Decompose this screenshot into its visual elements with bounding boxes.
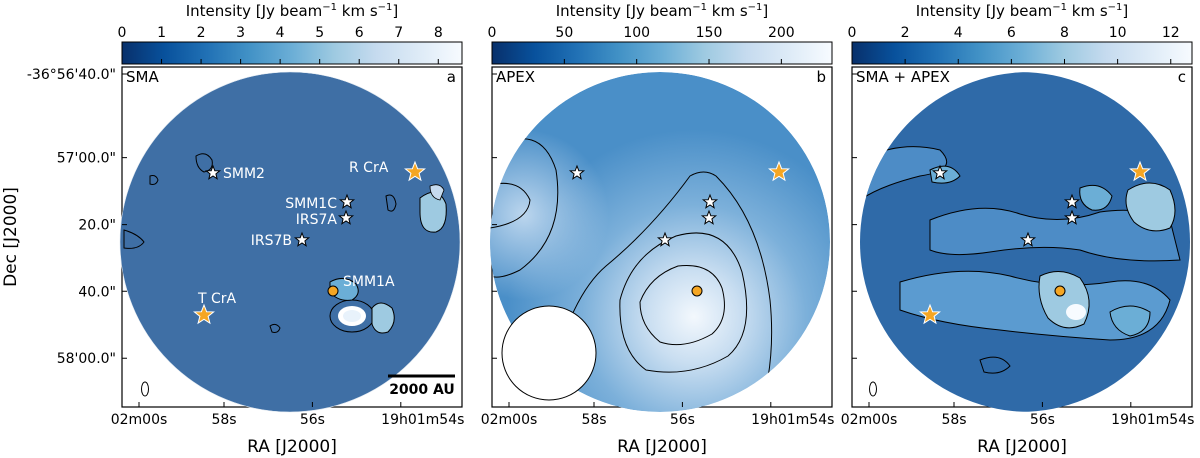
label-irs7b: IRS7B (251, 233, 292, 249)
star-marker-b-2 (768, 160, 790, 182)
y-tick-label: 58'00.0" (57, 351, 116, 367)
panel-c: 0 2 4 6 8 10 12 Intensity [Jy beam−1 km s−1] S… (848, 2, 1193, 412)
x-tick-label: 58s (211, 412, 236, 428)
colorbar-a-ticks: 0 1 2 3 4 5 6 7 8 (118, 25, 443, 64)
x-axis-label-b: RA [J2000] (617, 437, 707, 457)
colorbar-b-ticks: 0 50 100 150 200 (488, 25, 795, 64)
y-tick-label: 40.0" (78, 284, 116, 300)
colorbar-c-label: Intensity [Jy beam−1 km s−1] (916, 2, 1129, 20)
panel-b: 0 50 100 150 200 Intensity [Jy beam−1 km s−1… (488, 2, 833, 412)
circle-marker-c (1054, 285, 1066, 297)
star-marker-tcra (193, 303, 215, 325)
y-tick-label: 20.0" (78, 218, 116, 234)
label-smm1a: SMM1A (343, 274, 395, 290)
colorbar-tick-label: 7 (394, 25, 403, 41)
colorbar-tick-label: 200 (768, 25, 795, 41)
colorbar-tick-label: 6 (355, 25, 364, 41)
colorbar-tick-label: 8 (1060, 25, 1069, 41)
circle-marker-smm1a (327, 285, 339, 297)
y-tick-label: 57'00.0" (57, 151, 116, 167)
panel-c-sources (919, 160, 1151, 325)
star-marker-c-2 (1129, 160, 1151, 182)
star-marker-irs7b (293, 231, 311, 247)
colorbar-tick-label: 2 (197, 25, 206, 41)
colorbar-b-label: Intensity [Jy beam−1 km s−1] (556, 2, 769, 20)
x-tick-label: 58s (941, 412, 966, 428)
colorbar-c-ticks: 0 2 4 6 8 10 12 (848, 25, 1180, 64)
x-tick-label: 56s (670, 412, 695, 428)
panel-a-sources: SMM2 R CrA SMM1C IRS7A IRS7B T CrA SMM1A (193, 160, 426, 325)
label-tcra: T CrA (197, 291, 237, 307)
y-tick-label: -36°56'40.0" (27, 67, 116, 83)
star-marker-irs7a (337, 209, 355, 225)
x-tick-label: 02m00s (481, 412, 538, 428)
colorbar-tick-label: 50 (555, 25, 573, 41)
scale-bar-label: 2000 AU (389, 382, 455, 398)
colorbar-tick-label: 4 (276, 25, 285, 41)
x-tick-label: 02m00s (841, 412, 898, 428)
colorbar-tick-label: 100 (623, 25, 650, 41)
label-irs7a: IRS7A (296, 212, 338, 228)
beam-c (869, 381, 877, 397)
star-marker-b-5 (656, 231, 674, 247)
colorbar-tick-label: 5 (315, 25, 324, 41)
colorbar-b (491, 41, 833, 65)
colorbar-tick-label: 4 (954, 25, 963, 41)
colorbar-tick-label: 12 (1162, 25, 1180, 41)
star-marker-b-1 (568, 164, 586, 180)
axis-ticks: 02m00s 58s 56s 19h01m54s 02m00s 58s 56s 19h01m5… (27, 67, 1195, 428)
panel-b-sources (568, 160, 790, 297)
x-tick-label: 58s (581, 412, 606, 428)
colorbar-tick-label: 150 (696, 25, 723, 41)
panel-b-letter: b (816, 68, 826, 86)
colorbar-tick-label: 6 (1007, 25, 1016, 41)
x-tick-label: 19h01m54s (1111, 412, 1194, 428)
colorbar-tick-label: 8 (434, 25, 443, 41)
star-marker-b-3 (701, 193, 719, 209)
x-tick-label: 19h01m54s (381, 412, 464, 428)
x-axis-label-c: RA [J2000] (977, 437, 1067, 457)
colorbar-tick-label: 2 (901, 25, 910, 41)
label-smm1c: SMM1C (285, 196, 337, 212)
x-tick-label: 56s (1030, 412, 1055, 428)
panel-c-title: SMA + APEX (856, 68, 950, 86)
colorbar-c (851, 41, 1193, 65)
panel-a-letter: a (447, 68, 456, 86)
colorbar-tick-label: 0 (848, 25, 857, 41)
star-marker-c-4 (1063, 209, 1081, 225)
colorbar-a-label: Intensity [Jy beam−1 km s−1] (186, 2, 399, 20)
beam-a (141, 381, 149, 397)
y-axis-label: Dec [J2000] (1, 187, 21, 287)
circle-marker-b (691, 285, 703, 297)
star-marker-smm1c (338, 193, 356, 209)
star-marker-b-4 (700, 209, 718, 225)
colorbar-a (121, 41, 463, 65)
label-rcra: R CrA (349, 160, 389, 176)
x-axis-label-a: RA [J2000] (247, 437, 337, 457)
panel-b-title: APEX (496, 68, 535, 86)
colorbar-tick-label: 3 (236, 25, 245, 41)
star-marker-c-6 (919, 303, 941, 325)
beam-b (501, 305, 597, 401)
star-marker-c-1 (931, 164, 949, 180)
panel-a: 0 1 2 3 4 5 6 7 8 Intensity [Jy beam−1 km s−1] S… (118, 2, 463, 413)
star-marker-c-5 (1019, 231, 1037, 247)
x-tick-label: 02m00s (111, 412, 168, 428)
map-a-image (120, 72, 460, 412)
colorbar-tick-label: 0 (488, 25, 497, 41)
colorbar-tick-label: 10 (1109, 25, 1127, 41)
panel-a-title: SMA (126, 68, 159, 86)
star-marker-c-3 (1063, 193, 1081, 209)
label-smm2: SMM2 (223, 166, 265, 182)
x-tick-label: 19h01m54s (751, 412, 834, 428)
x-tick-label: 56s (300, 412, 325, 428)
colorbar-tick-label: 1 (157, 25, 166, 41)
star-marker-rcra (404, 160, 426, 182)
panel-c-letter: c (1178, 68, 1186, 86)
star-marker-smm2 (204, 164, 222, 180)
colorbar-tick-label: 0 (118, 25, 127, 41)
